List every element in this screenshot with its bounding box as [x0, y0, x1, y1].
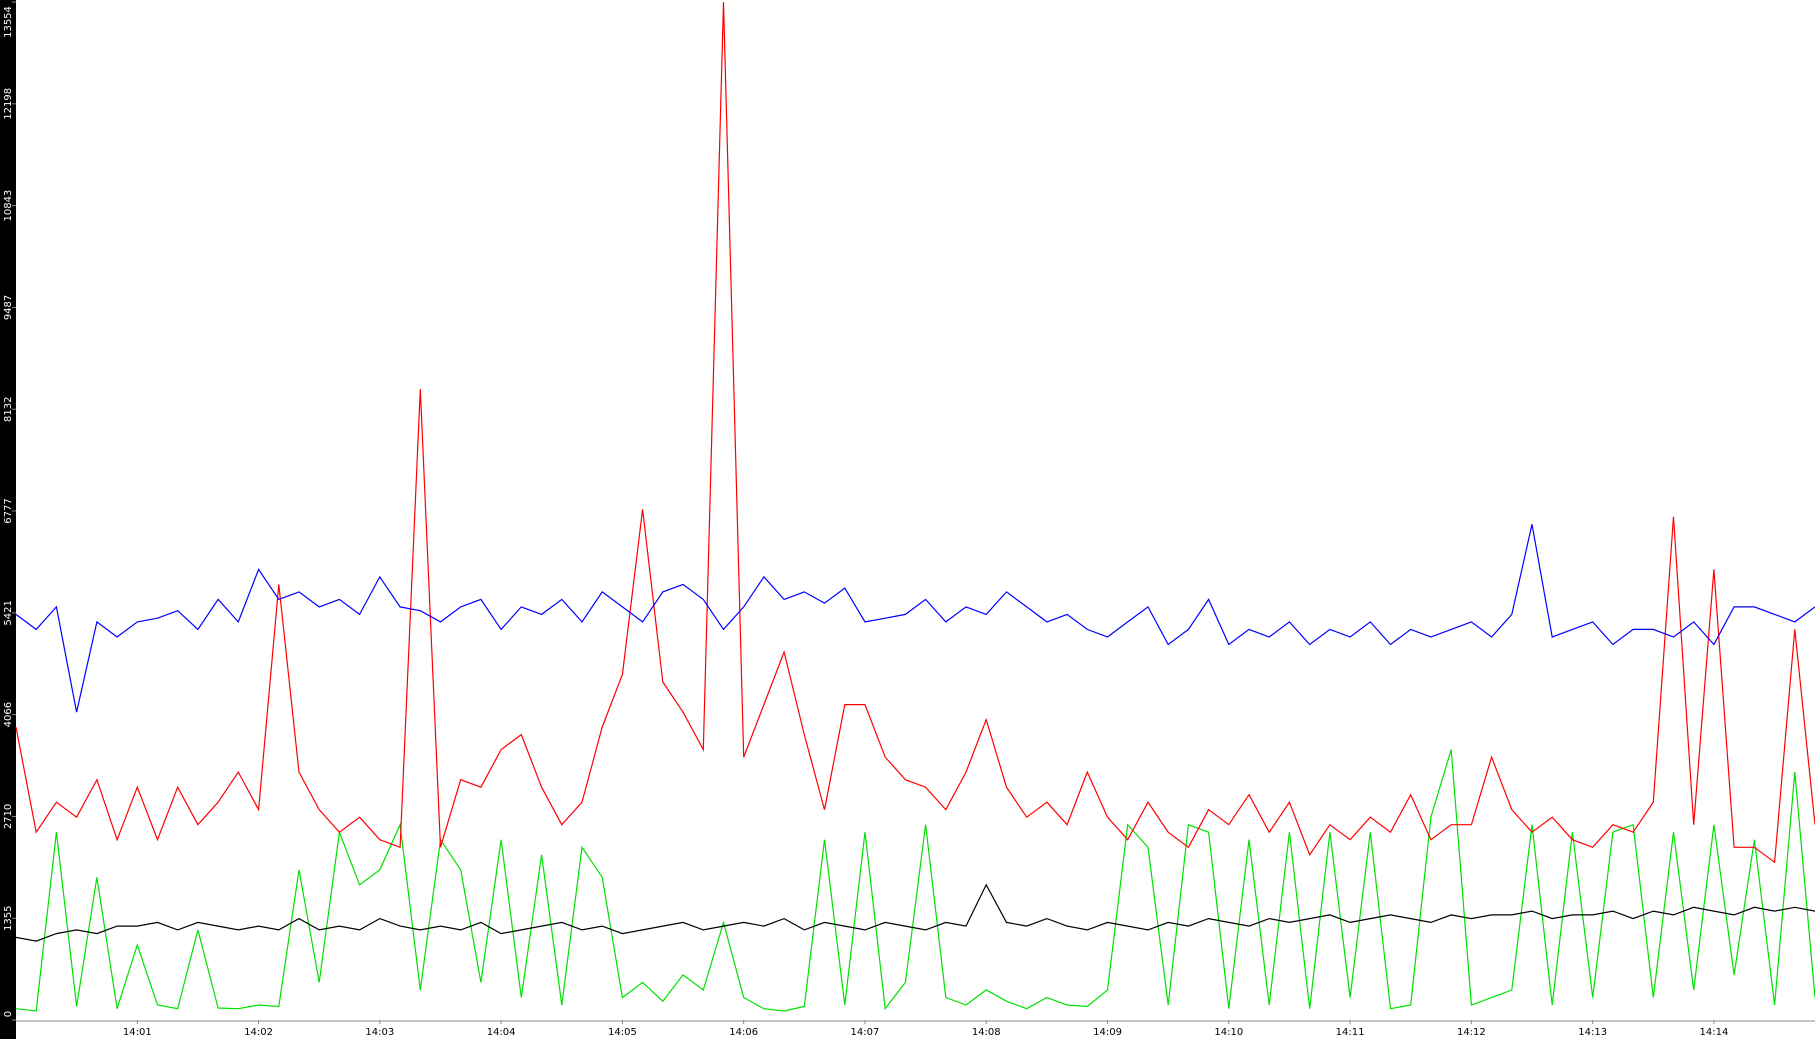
y-axis-bar [0, 0, 16, 1039]
series-line [15, 749, 1815, 1012]
y-tick-label: 9487 [3, 295, 14, 320]
y-tick-label: 6777 [3, 498, 14, 523]
x-tick-label: 14:12 [1457, 1027, 1486, 1038]
y-tick-label: 13554 [3, 6, 14, 38]
x-tick-label: 14:10 [1214, 1027, 1243, 1038]
series-line [15, 524, 1815, 713]
y-tick-label: 5421 [3, 600, 14, 625]
x-tick-label: 14:07 [851, 1027, 880, 1038]
x-tick-label: 14:03 [365, 1027, 394, 1038]
x-tick-label: 14:02 [244, 1027, 273, 1038]
x-tick-label: 14:09 [1093, 1027, 1122, 1038]
y-tick-label: 0 [3, 1011, 14, 1017]
y-tick-label: 12198 [3, 88, 14, 120]
x-tick-label: 14:11 [1336, 1027, 1365, 1038]
x-tick-label: 14:01 [123, 1027, 152, 1038]
y-tick-label: 4066 [3, 702, 14, 727]
x-tick-label: 14:04 [487, 1027, 516, 1038]
x-tick-label: 14:08 [972, 1027, 1001, 1038]
x-tick-label: 14:14 [1700, 1027, 1729, 1038]
y-tick-label: 2710 [3, 804, 14, 829]
x-tick-label: 14:13 [1578, 1027, 1607, 1038]
y-tick-label: 10843 [3, 190, 14, 222]
series-line [15, 883, 1815, 942]
x-tick-label: 14:06 [729, 1027, 758, 1038]
x-tick-label: 14:05 [608, 1027, 637, 1038]
y-tick-label: 1355 [3, 906, 14, 931]
y-tick-label: 8132 [3, 397, 14, 422]
series-line [15, 1, 1815, 864]
